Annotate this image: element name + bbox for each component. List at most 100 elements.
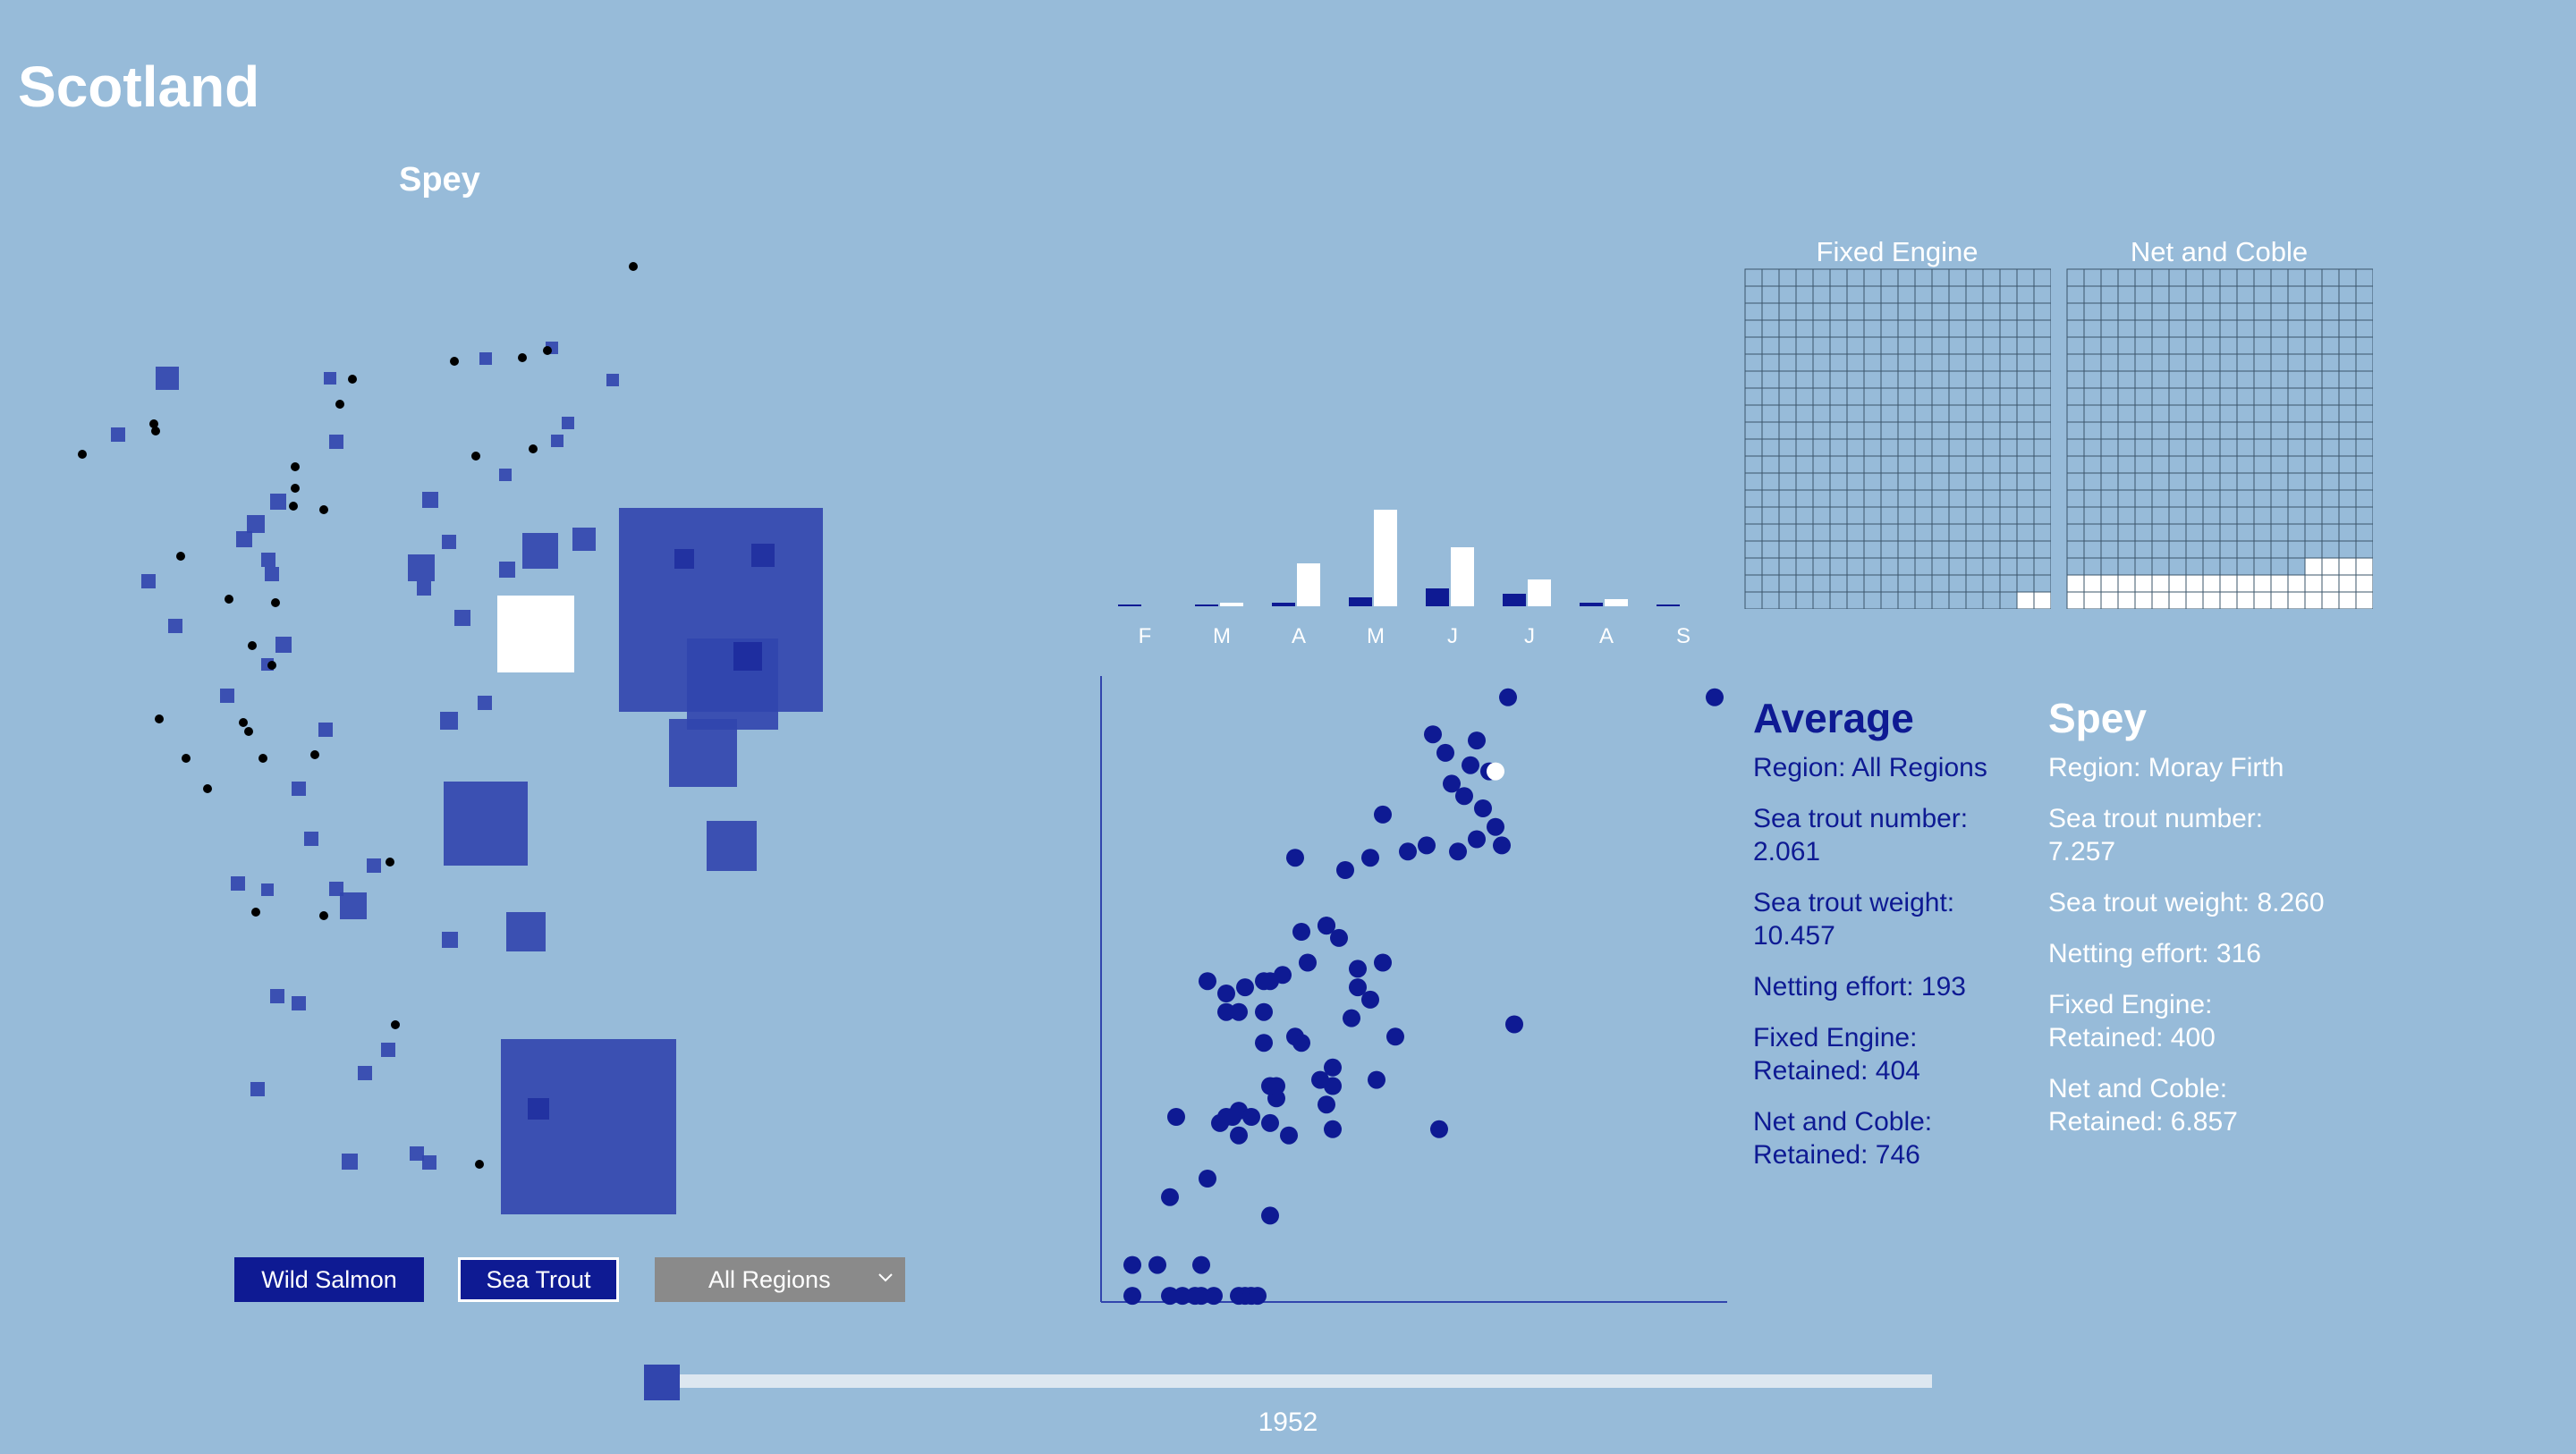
scatter-point[interactable] (1462, 756, 1479, 774)
scatter-point[interactable] (1318, 917, 1335, 935)
map-region-square[interactable] (422, 1155, 436, 1170)
map-region-square[interactable] (499, 562, 515, 578)
scatter-point[interactable] (1255, 972, 1273, 991)
scatter-point[interactable] (1255, 1034, 1273, 1052)
map-region-square[interactable] (381, 1043, 395, 1057)
scatter-point[interactable] (1336, 861, 1354, 879)
year-slider-track[interactable] (646, 1374, 1932, 1388)
region-select[interactable]: All Regions (655, 1257, 905, 1302)
scatter-point[interactable] (1499, 688, 1517, 706)
map-region-square-large[interactable] (501, 1039, 676, 1214)
map-region-square[interactable] (261, 553, 275, 567)
map-region-square[interactable] (304, 832, 318, 846)
scatter-point[interactable] (1455, 787, 1473, 806)
map-region-square[interactable] (440, 712, 458, 730)
scatter-point[interactable] (1161, 1287, 1179, 1306)
scatter-point[interactable] (1487, 817, 1504, 836)
scatter-point[interactable] (1261, 1206, 1279, 1225)
map-region-square[interactable] (156, 367, 179, 390)
scatter-point[interactable] (1324, 1120, 1342, 1138)
scatter-point[interactable] (1280, 1126, 1298, 1145)
scatter-point[interactable] (1374, 953, 1392, 972)
scatter-point[interactable] (1174, 1287, 1191, 1306)
scatter-point[interactable] (1148, 1255, 1166, 1274)
scatter-point[interactable] (1349, 959, 1367, 978)
map-region-square[interactable] (479, 352, 492, 365)
map-region-square[interactable] (318, 723, 333, 737)
map-region-square[interactable] (270, 494, 286, 510)
scatter-point[interactable] (1205, 1287, 1223, 1306)
region-map[interactable] (0, 0, 930, 1252)
map-region-square[interactable] (522, 533, 558, 569)
scatter-point[interactable] (1123, 1255, 1141, 1274)
scatter-point[interactable] (1474, 799, 1492, 817)
scatter-point[interactable] (1324, 1058, 1342, 1077)
scatter-point[interactable] (1349, 978, 1367, 997)
map-region-square[interactable] (606, 374, 619, 386)
scatter-point[interactable] (1292, 923, 1310, 941)
scatter-point[interactable] (1242, 1108, 1260, 1126)
scatter-point[interactable] (1468, 731, 1486, 750)
map-region-square[interactable] (442, 932, 458, 948)
map-region-square[interactable] (410, 1146, 424, 1161)
map-region-square[interactable] (220, 689, 234, 703)
map-region-square[interactable] (478, 696, 492, 710)
map-region-square[interactable] (442, 535, 456, 549)
map-region-square[interactable] (408, 554, 435, 581)
scatter-point[interactable] (1267, 1077, 1285, 1095)
map-region-square[interactable] (733, 642, 762, 671)
scatter-point[interactable] (1249, 1287, 1267, 1306)
map-region-square-large[interactable] (687, 638, 778, 730)
scatter-point[interactable] (1224, 1108, 1241, 1126)
scatter-point[interactable] (1261, 1113, 1279, 1132)
scatter-point[interactable] (1186, 1287, 1204, 1306)
map-region-square[interactable] (358, 1066, 372, 1080)
scatter-point[interactable] (1424, 725, 1442, 744)
scatter-point[interactable] (1217, 985, 1235, 1002)
map-region-square[interactable] (111, 427, 125, 442)
map-region-square[interactable] (551, 435, 564, 447)
scatter-point[interactable] (1230, 1126, 1248, 1145)
map-region-square[interactable] (454, 610, 470, 626)
map-region-square[interactable] (751, 544, 775, 567)
scatter-point[interactable] (1399, 842, 1417, 861)
map-region-square[interactable] (674, 549, 694, 569)
map-region-square[interactable] (292, 996, 306, 1010)
scatter-point[interactable] (1386, 1027, 1404, 1046)
map-region-square[interactable] (562, 417, 574, 429)
scatter-point[interactable] (1255, 1002, 1273, 1021)
sea-trout-button[interactable]: Sea Trout (458, 1257, 619, 1302)
scatter-point[interactable] (1443, 774, 1461, 793)
scatter-point[interactable] (1330, 928, 1348, 947)
scatter-point[interactable] (1374, 805, 1392, 824)
map-region-square[interactable] (669, 719, 737, 787)
scatter-point[interactable] (1192, 1255, 1210, 1274)
map-region-square[interactable] (247, 515, 265, 533)
scatter-point[interactable] (1167, 1108, 1185, 1126)
scatter-point[interactable] (1199, 1170, 1216, 1188)
scatter-point[interactable] (1161, 1188, 1179, 1206)
scatter-point[interactable] (1361, 849, 1379, 867)
scatter-point[interactable] (1343, 1009, 1360, 1027)
map-region-square[interactable] (422, 492, 438, 508)
map-region-square[interactable] (707, 821, 757, 871)
map-region-square[interactable] (528, 1098, 549, 1120)
map-region-square[interactable] (292, 782, 306, 796)
scatter-point[interactable] (1368, 1070, 1385, 1089)
scatter-point[interactable] (1292, 1034, 1310, 1052)
map-region-square[interactable] (417, 581, 431, 596)
map-region-square[interactable] (236, 531, 252, 547)
scatter-point[interactable] (1217, 1002, 1235, 1021)
map-region-square[interactable] (270, 989, 284, 1003)
scatter-point[interactable] (1505, 1015, 1523, 1034)
scatter-point[interactable] (1286, 849, 1304, 867)
scatter-point[interactable] (1436, 743, 1454, 762)
map-region-square[interactable] (340, 892, 367, 919)
map-region-square[interactable] (367, 858, 381, 873)
map-region-square[interactable] (324, 372, 336, 385)
map-region-square[interactable] (329, 435, 343, 449)
scatter-point[interactable] (1449, 842, 1467, 861)
year-slider-thumb[interactable] (644, 1365, 680, 1400)
map-region-square-large[interactable] (444, 782, 528, 866)
map-selected-region-square[interactable] (497, 596, 574, 672)
